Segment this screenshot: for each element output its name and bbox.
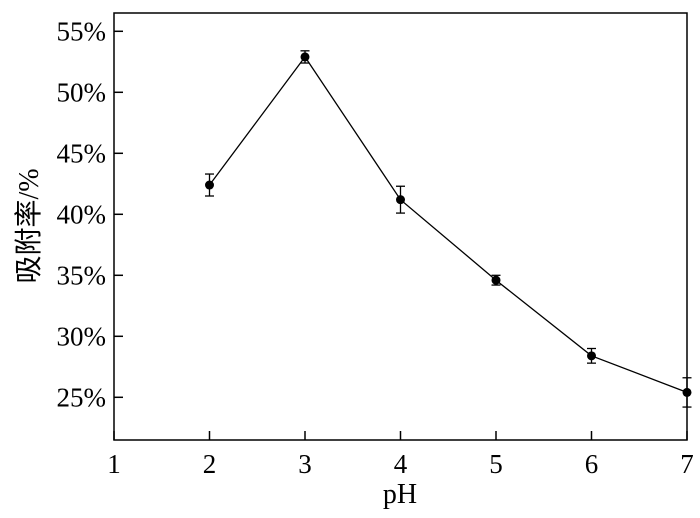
data-point xyxy=(300,52,310,62)
y-axis-ticks: 25% 30% 35% 40% 45% 50% 55% xyxy=(57,16,123,412)
x-tick-label: 1 xyxy=(107,449,121,479)
data-point xyxy=(587,351,596,361)
x-tick-label: 3 xyxy=(298,449,312,479)
series-line xyxy=(208,55,688,394)
y-tick-label: 30% xyxy=(57,321,107,351)
data-series xyxy=(205,50,692,408)
data-point xyxy=(682,387,692,397)
x-tick-label: 7 xyxy=(680,449,694,479)
data-point xyxy=(491,275,501,285)
x-tick-label: 6 xyxy=(585,449,599,479)
y-tick-label: 25% xyxy=(57,382,107,412)
x-axis-ticks: 1 2 3 4 5 6 7 xyxy=(107,431,694,479)
y-tick-label: 55% xyxy=(57,16,107,46)
plot-frame xyxy=(113,12,688,441)
y-axis-title: 吸附率/% xyxy=(13,168,45,283)
x-tick-label: 5 xyxy=(489,449,503,479)
x-axis-title: pH xyxy=(383,479,417,510)
x-tick-label: 2 xyxy=(203,449,217,479)
x-tick-label: 4 xyxy=(394,449,408,479)
data-point xyxy=(205,180,214,190)
y-tick-label: 45% xyxy=(57,138,107,168)
y-tick-label: 35% xyxy=(57,260,107,290)
y-tick-label: 40% xyxy=(57,199,107,229)
y-tick-label: 50% xyxy=(57,77,107,107)
data-point xyxy=(396,195,405,205)
